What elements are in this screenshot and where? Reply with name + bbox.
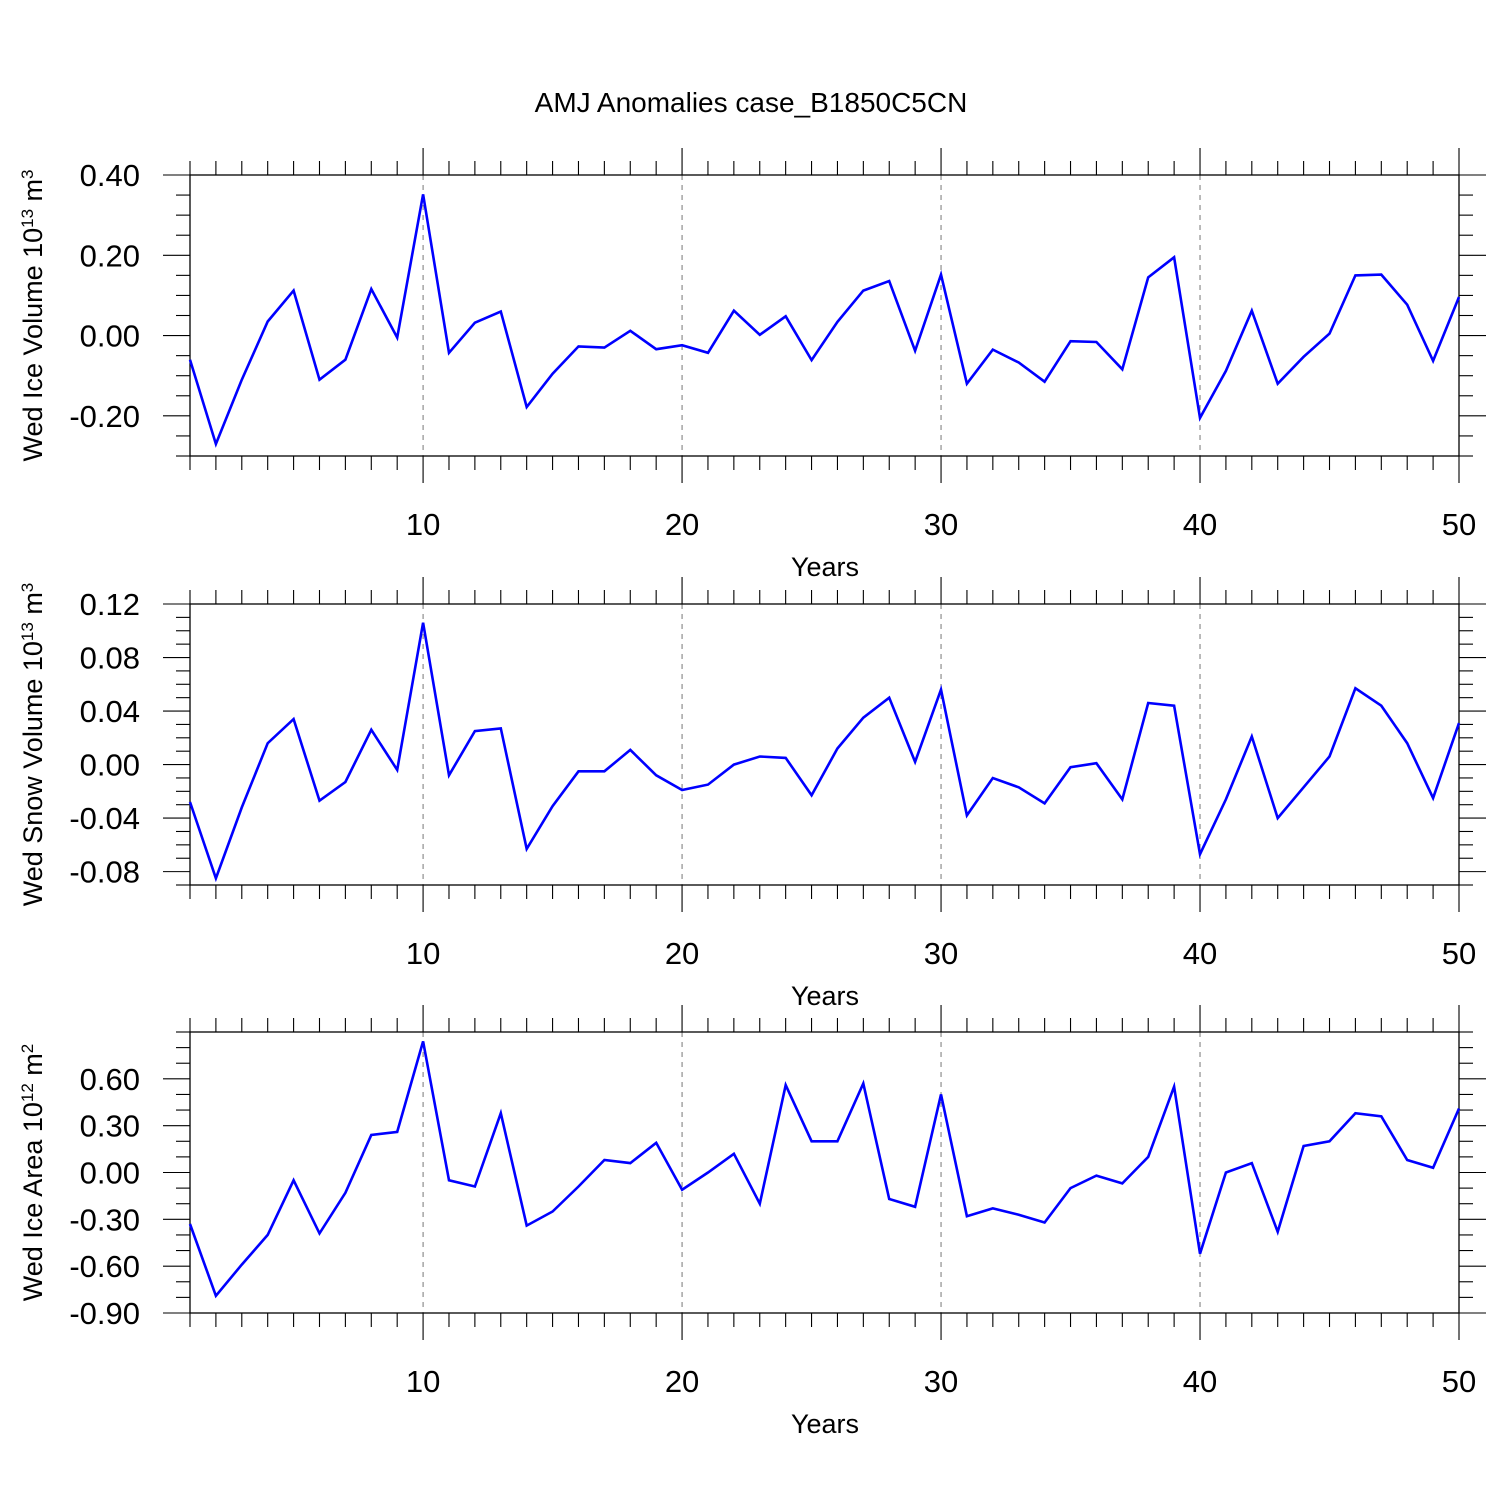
panel-snow-volume: -0.08 -0.04 0.00 0.04 0.08 0.12 10 20 30 40 50 Year… [18,577,1486,1011]
y-tick-label: -0.08 [69,855,140,890]
plot-frame [189,174,1460,457]
x-tick-label: 30 [924,1364,958,1399]
y-axis-label-text: m [18,179,48,209]
y-axis-label-superscript: 2 [18,1044,37,1053]
y-axis-label: Wed Ice Volume 1013 m3 [18,169,48,461]
y-axis-label-superscript: 13 [18,209,37,228]
y-tick-label: 0.08 [80,641,140,676]
y-axis-label-text: m [18,592,48,622]
x-tick-label: 10 [406,1364,440,1399]
y-axis-label: Wed Snow Volume 1013 m3 [18,583,48,907]
chart-title: AMJ Anomalies case_B1850C5CN [535,87,968,118]
plot-frame [189,1031,1460,1314]
y-axis-label-superscript: 12 [18,1083,37,1102]
x-tick-label: 50 [1442,936,1476,971]
y-tick-label: 0.60 [80,1062,140,1097]
x-tick-label: 50 [1442,1364,1476,1399]
x-tick-label: 20 [665,1364,699,1399]
y-tick-label: -0.60 [69,1249,140,1284]
y-tick-label: -0.20 [69,399,140,434]
x-tick-label: 10 [406,936,440,971]
panel-ice-area: -0.90 -0.60 -0.30 0.00 0.30 0.60 10 20 30 40 50 Yea… [18,1005,1486,1439]
x-axis-label: Years [791,1409,859,1439]
y-tick-label: 0.20 [80,238,140,273]
y-axis-label-superscript: 3 [18,169,37,178]
y-tick-label: -0.30 [69,1202,140,1237]
x-tick-label: 20 [665,507,699,542]
y-tick-label: 0.04 [80,694,140,729]
plot-frame [189,603,1460,886]
y-axis-label: Wed Ice Area 1012 m2 [18,1044,48,1302]
y-tick-label: 0.00 [80,1156,140,1191]
x-tick-label: 40 [1183,1364,1217,1399]
series-line [188,1041,1461,1299]
x-tick-label: 20 [665,936,699,971]
series-line [188,622,1461,883]
y-axis-label-text: Wed Ice Volume 10 [18,228,48,462]
x-tick-label: 40 [1183,507,1217,542]
y-axis-label-superscript: 3 [18,583,37,592]
y-tick-label: 0.30 [80,1109,140,1144]
y-tick-label: 0.00 [80,748,140,783]
x-axis-label: Years [791,981,859,1011]
y-axis-label-text: m [18,1053,48,1083]
x-tick-label: 30 [924,507,958,542]
x-axis-label: Years [791,552,859,582]
x-tick-label: 50 [1442,507,1476,542]
panels-group: -0.20 0.00 0.20 0.40 10 20 30 40 50 Years Wed Ice … [18,148,1486,1439]
series-line [188,194,1461,448]
y-tick-label: 0.40 [80,158,140,193]
y-tick-label: 0.12 [80,587,140,622]
y-tick-label: -0.04 [69,801,140,836]
y-axis-label-text: Wed Snow Volume 10 [18,641,48,906]
x-tick-label: 30 [924,936,958,971]
x-tick-label: 10 [406,507,440,542]
y-axis-label-text: Wed Ice Area 10 [18,1102,48,1301]
y-axis-label-superscript: 13 [18,622,37,641]
y-tick-label: -0.90 [69,1296,140,1331]
y-tick-label: 0.00 [80,319,140,354]
panel-ice-volume: -0.20 0.00 0.20 0.40 10 20 30 40 50 Years Wed Ice … [18,148,1486,582]
x-tick-label: 40 [1183,936,1217,971]
